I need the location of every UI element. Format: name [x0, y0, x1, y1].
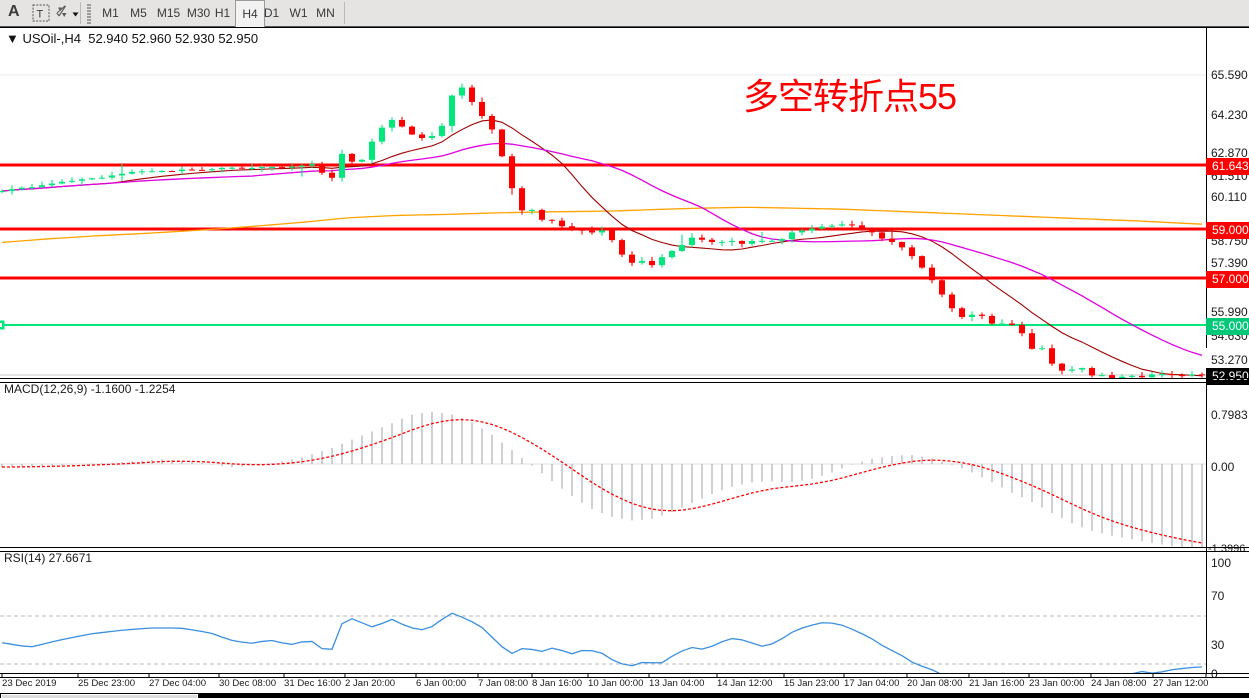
- svg-text:T: T: [37, 9, 44, 21]
